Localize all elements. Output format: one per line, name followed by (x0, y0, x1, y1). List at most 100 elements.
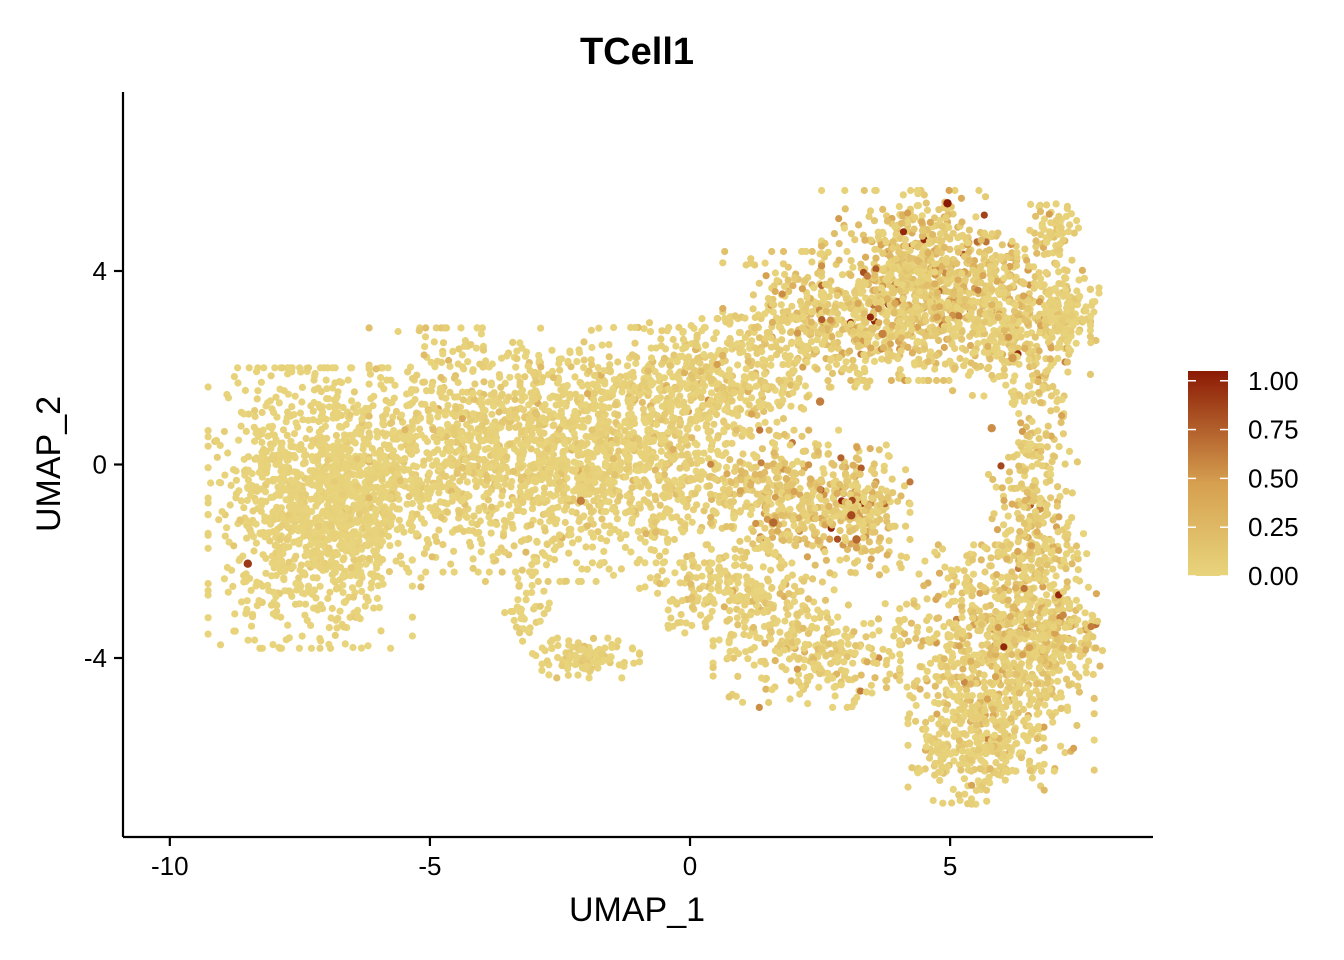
cell-point (261, 488, 270, 496)
cell-point (818, 250, 826, 258)
cell-point (965, 290, 973, 298)
cell-point (331, 463, 339, 471)
cell-point (678, 352, 686, 360)
cell-point (633, 466, 641, 475)
cell-point (456, 477, 464, 485)
cell-point (435, 484, 443, 492)
cell-point (798, 285, 807, 293)
cell-point (343, 453, 351, 461)
cell-point (453, 469, 461, 477)
cell-point (318, 412, 326, 420)
cell-point (899, 191, 907, 199)
cell-point (463, 478, 471, 486)
cell-point (688, 518, 696, 526)
cell-point (450, 547, 458, 555)
cell-point (741, 314, 749, 322)
cell-point (623, 492, 631, 500)
cell-point (235, 487, 243, 495)
cell-point (332, 585, 340, 593)
cell-point (325, 403, 333, 411)
cell-point (679, 345, 687, 353)
cell-point (916, 288, 924, 296)
cell-point (779, 260, 788, 268)
cell-point (342, 512, 350, 520)
cell-point (357, 644, 366, 652)
cell-point (914, 256, 922, 264)
cell-point (556, 577, 564, 586)
cell-point (833, 360, 841, 368)
cell-point (807, 328, 815, 336)
cell-point (653, 412, 661, 420)
cell-point (509, 338, 517, 346)
cell-point (882, 275, 890, 283)
cell-point (204, 442, 212, 450)
cell-point (510, 542, 518, 550)
cell-point (247, 586, 255, 595)
cell-point (204, 383, 212, 391)
cell-point (825, 363, 833, 371)
cell-point (390, 427, 398, 435)
cell-point (344, 474, 352, 482)
cell-point (279, 426, 288, 434)
cell-point (434, 413, 442, 421)
cell-point (312, 594, 320, 602)
cell-point (707, 389, 716, 397)
cell-point (640, 378, 648, 386)
cell-point (365, 494, 373, 502)
cell-point (660, 558, 669, 566)
cell-point (232, 476, 240, 484)
cell-point (921, 345, 929, 353)
cell-point (386, 542, 394, 550)
cell-point (557, 355, 566, 363)
cell-point (495, 408, 503, 416)
cell-point (921, 293, 929, 301)
cell-point (403, 500, 411, 508)
cell-point (535, 351, 543, 359)
cell-point (524, 362, 532, 370)
cell-point (329, 552, 337, 560)
cell-point (822, 307, 831, 315)
cell-point (444, 401, 452, 409)
cell-point (596, 429, 605, 437)
cell-point (818, 268, 826, 276)
cell-point (615, 447, 623, 455)
cell-point (438, 387, 447, 395)
cell-point (439, 339, 448, 347)
cell-point (284, 370, 292, 378)
cell-point (428, 553, 436, 561)
chart-title: TCell1 (580, 31, 694, 73)
cell-point (651, 492, 659, 500)
cell-point (609, 571, 618, 579)
cell-point (883, 295, 891, 303)
cell-point (530, 387, 539, 395)
cell-point (803, 345, 811, 353)
cell-point (614, 375, 623, 383)
cell-point (519, 498, 527, 507)
cell-point (541, 551, 549, 560)
cell-point (379, 413, 387, 421)
cell-point (660, 354, 669, 362)
cell-point (731, 312, 739, 320)
cell-point (762, 272, 770, 280)
cell-point (482, 472, 491, 480)
cell-point (857, 260, 865, 268)
cell-point (728, 397, 736, 405)
cell-point (675, 481, 684, 489)
cell-point (710, 335, 718, 343)
cell-point (380, 505, 388, 513)
cell-point (683, 425, 691, 433)
cell-point (277, 443, 286, 452)
cell-point (302, 543, 310, 551)
cell-point (243, 496, 251, 504)
cell-point (291, 600, 300, 608)
cell-point (270, 408, 278, 417)
cell-point (421, 343, 429, 351)
cell-point (842, 358, 850, 366)
cell-point (647, 354, 656, 362)
cell-point (818, 325, 826, 333)
cell-point (554, 503, 562, 511)
cell-point (288, 403, 296, 411)
cell-point (605, 565, 613, 573)
cell-point (540, 429, 548, 437)
cell-point (606, 367, 614, 375)
